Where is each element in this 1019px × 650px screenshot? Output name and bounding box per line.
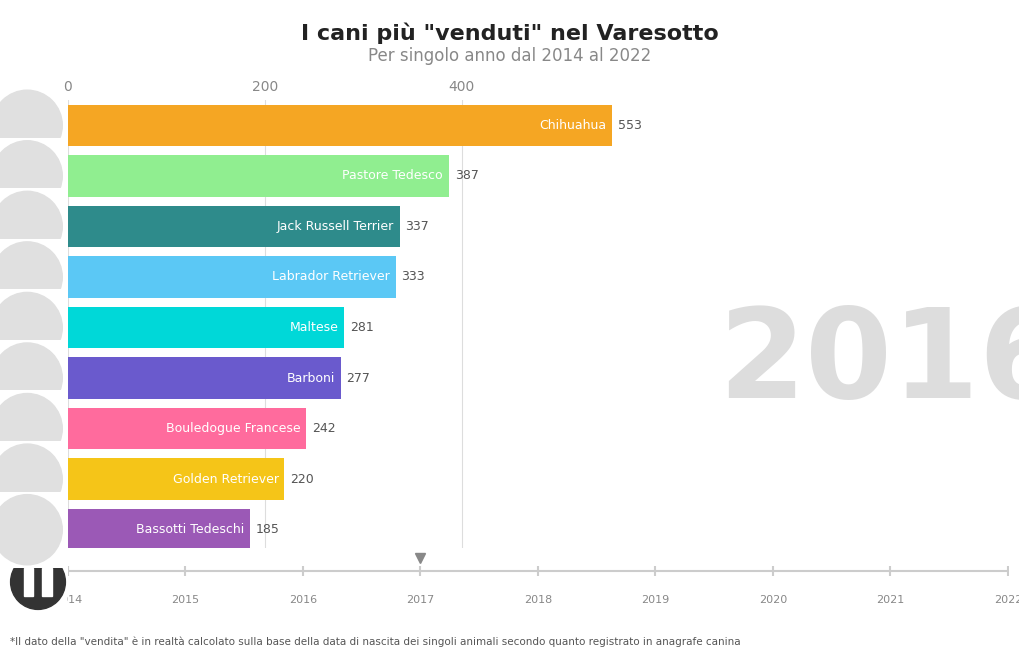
Text: 2016: 2016 [288,595,317,605]
Circle shape [0,444,62,514]
Text: 242: 242 [312,422,335,435]
Circle shape [0,141,62,211]
Text: Bassotti Tedeschi: Bassotti Tedeschi [136,523,244,536]
Text: I cani più "venduti" nel Varesotto: I cani più "venduti" nel Varesotto [301,23,718,44]
Text: 220: 220 [290,473,314,486]
Text: 333: 333 [401,270,425,283]
Text: 2019: 2019 [641,595,668,605]
Bar [68,408,306,449]
FancyBboxPatch shape [23,567,34,596]
Text: Golden Retriever: Golden Retriever [172,473,278,486]
Text: 2020: 2020 [758,595,787,605]
Text: 2015: 2015 [171,595,200,605]
Text: Barboni: Barboni [286,372,334,385]
Bar [68,205,399,247]
Text: Bouledogue Francese: Bouledogue Francese [165,422,300,435]
Text: 337: 337 [406,220,429,233]
Circle shape [0,495,62,565]
Text: Jack Russell Terrier: Jack Russell Terrier [276,220,393,233]
Bar [68,256,395,298]
Text: Pastore Tedesco: Pastore Tedesco [342,170,442,183]
Text: 553: 553 [618,119,641,132]
FancyBboxPatch shape [42,567,52,596]
Text: 387: 387 [454,170,478,183]
Text: 281: 281 [351,321,374,334]
Text: 2016: 2016 [717,304,1019,424]
Text: 2022: 2022 [993,595,1019,605]
Bar [68,307,344,348]
Text: 185: 185 [256,523,279,536]
Circle shape [0,393,62,463]
Circle shape [10,554,65,610]
Text: 277: 277 [346,372,370,385]
Circle shape [0,343,62,413]
Circle shape [0,242,62,312]
Text: 2014: 2014 [54,595,83,605]
Circle shape [0,90,62,161]
Bar [68,155,448,196]
Circle shape [0,292,62,363]
Text: Labrador Retriever: Labrador Retriever [272,270,389,283]
Circle shape [0,191,62,261]
Text: Chihuahua: Chihuahua [538,119,605,132]
Text: *Il dato della "vendita" è in realtà calcolato sulla base della data di nascita : *Il dato della "vendita" è in realtà cal… [10,636,740,647]
Text: Per singolo anno dal 2014 al 2022: Per singolo anno dal 2014 al 2022 [368,47,651,65]
Bar [68,509,250,551]
Text: 2018: 2018 [524,595,551,605]
Bar [68,358,340,399]
Bar [68,105,611,146]
Text: 2017: 2017 [406,595,434,605]
Text: 2021: 2021 [875,595,904,605]
Bar [68,458,284,500]
Text: Maltese: Maltese [289,321,338,334]
